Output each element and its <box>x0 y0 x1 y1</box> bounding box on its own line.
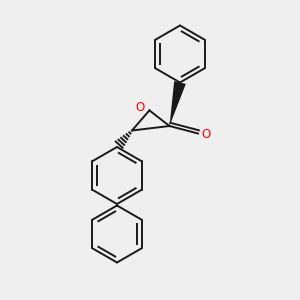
Text: O: O <box>201 128 210 141</box>
Text: O: O <box>136 101 145 114</box>
Polygon shape <box>169 81 186 126</box>
